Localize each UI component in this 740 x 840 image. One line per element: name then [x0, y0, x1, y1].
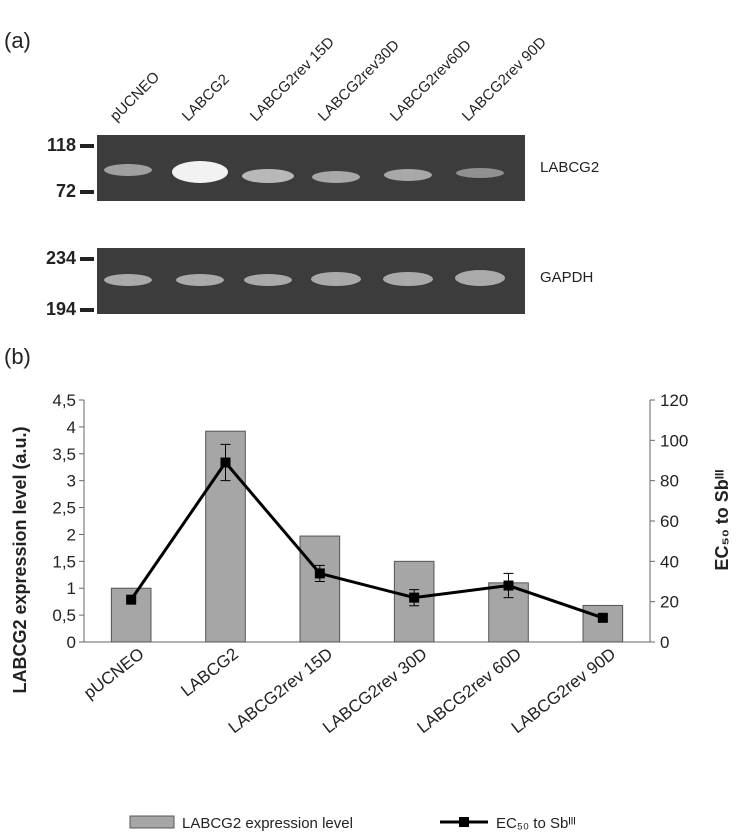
- y-tick-label: 4,5: [52, 391, 76, 410]
- point: [597, 612, 608, 623]
- marker-label: 234: [46, 248, 76, 268]
- y2-tick-label: 120: [660, 391, 688, 410]
- y-tick-label: 0,5: [52, 606, 76, 625]
- y-tick-label: 0: [67, 633, 76, 652]
- y-tick-label: 1,5: [52, 552, 76, 571]
- y-tick-label: 2: [67, 525, 76, 544]
- bar: [582, 604, 624, 643]
- point: [503, 580, 514, 591]
- y-tick-label: 4: [67, 418, 76, 437]
- panel-label: (b): [4, 344, 31, 369]
- gel-label: LABCG2: [540, 159, 599, 176]
- y2-axis-label: EC₅₀ to Sbᴵᴵᴵ: [712, 469, 732, 570]
- legend-marker: [459, 817, 469, 827]
- point: [409, 592, 420, 603]
- panel-label: (a): [4, 28, 31, 53]
- lane-label: pUCNEO: [107, 69, 163, 125]
- legend-label: EC₅₀ to Sbᴵᴵᴵ: [496, 815, 576, 832]
- line: [129, 460, 604, 620]
- point: [314, 568, 325, 579]
- y2-tick-label: 60: [660, 512, 679, 531]
- gel-label: GAPDH: [540, 269, 593, 286]
- x-tick-label: LABCG2rev 90D: [508, 644, 619, 737]
- point: [126, 594, 137, 605]
- bands: [104, 161, 504, 183]
- lane-label: LABCG2: [179, 71, 233, 125]
- bar: [299, 535, 341, 643]
- x-tick-label: pUCNEO: [80, 644, 148, 703]
- x-tick-label: LABCG2: [177, 644, 242, 700]
- marker-label: 118: [47, 135, 76, 155]
- y2-tick-label: 20: [660, 593, 679, 612]
- y-axis-label: LABCG2 expression level (a.u.): [10, 426, 30, 693]
- y2-tick-label: 0: [660, 633, 669, 652]
- y-tick-label: 3: [67, 472, 76, 491]
- y-tick-label: 3,5: [52, 445, 76, 464]
- bands: [104, 270, 505, 286]
- marker-ticks: [80, 144, 94, 312]
- y-tick-label: 1: [67, 579, 76, 598]
- marker-label: 194: [46, 299, 76, 319]
- gel: [97, 135, 525, 201]
- marker-label: 72: [56, 181, 76, 201]
- y-tick-label: 2,5: [52, 499, 76, 518]
- gel: [97, 248, 525, 314]
- point: [220, 457, 231, 468]
- y2-tick-label: 40: [660, 552, 679, 571]
- legend-label: LABCG2 expression level: [182, 815, 353, 832]
- legend-swatch: [129, 815, 175, 829]
- y2-tick-label: 100: [660, 431, 688, 450]
- y2-tick-label: 80: [660, 472, 679, 491]
